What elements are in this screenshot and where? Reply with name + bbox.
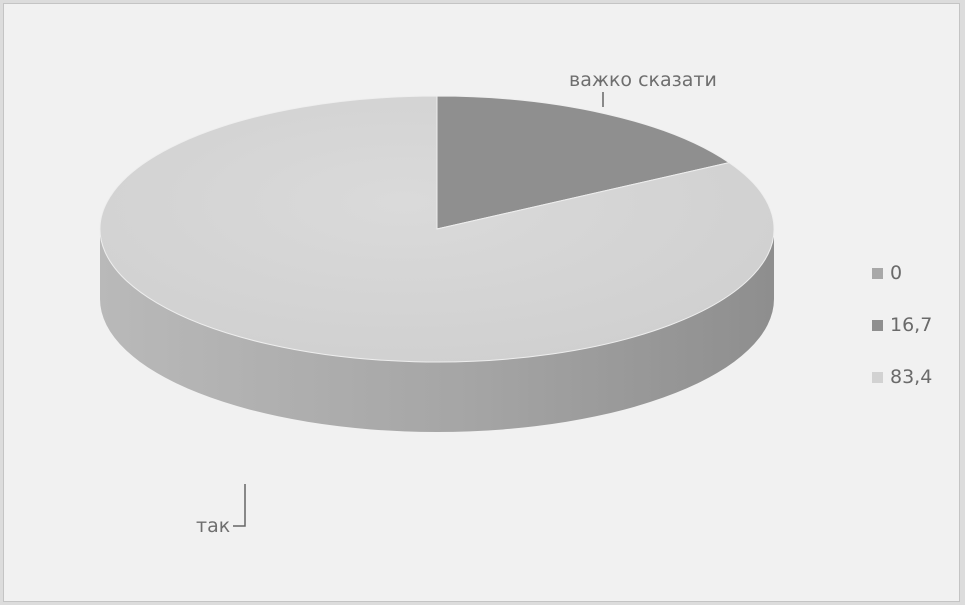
legend: 0 16,7 83,4 bbox=[872, 247, 932, 403]
pie-slice bbox=[99, 95, 775, 363]
pie-side-wall bbox=[100, 229, 774, 432]
legend-swatch bbox=[872, 267, 883, 279]
pie-slices bbox=[99, 95, 775, 432]
label-tak-group: так bbox=[196, 484, 246, 537]
slice-label-tak: так bbox=[196, 515, 230, 537]
slice-label-vazhko-skazaty: важко сказати bbox=[569, 69, 717, 91]
legend-label: 16,7 bbox=[890, 314, 933, 336]
legend-swatch bbox=[872, 319, 883, 331]
legend-item: 83,4 bbox=[872, 351, 932, 403]
label-vazhko-group: важко сказати bbox=[569, 69, 717, 107]
legend-swatch bbox=[872, 371, 883, 383]
legend-label: 0 bbox=[890, 262, 903, 284]
legend-item: 16,7 bbox=[872, 299, 932, 351]
legend-label: 83,4 bbox=[890, 366, 933, 388]
legend-item: 0 bbox=[872, 247, 932, 299]
pie-slice bbox=[436, 95, 731, 230]
chart-frame: важко сказати так 0 16,7 83,4 bbox=[3, 3, 960, 602]
label-leader-line bbox=[233, 484, 246, 527]
pie-chart: важко сказати так bbox=[99, 69, 775, 537]
chart-area: важко сказати так 0 16,7 83,4 bbox=[4, 4, 959, 601]
